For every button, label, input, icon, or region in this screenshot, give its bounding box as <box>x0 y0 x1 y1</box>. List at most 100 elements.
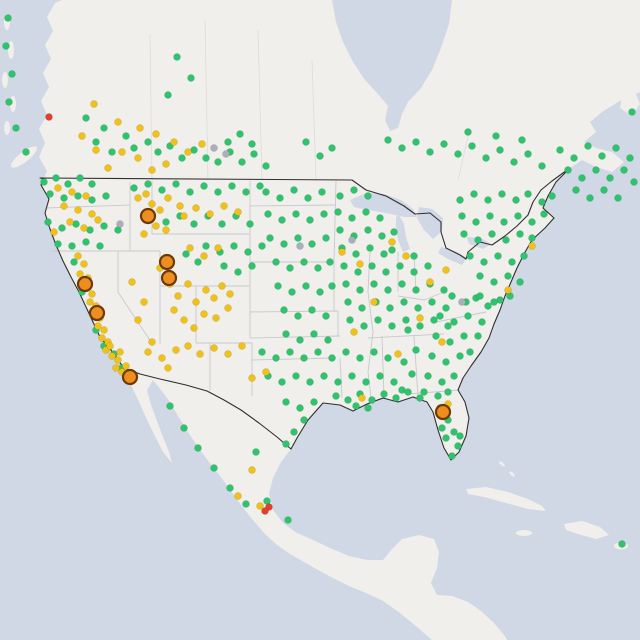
station-marker-green[interactable] <box>396 262 404 270</box>
station-marker-green[interactable] <box>352 402 360 410</box>
station-marker-yellow[interactable] <box>94 322 102 330</box>
station-marker-green[interactable] <box>264 210 272 218</box>
station-marker-yellow[interactable] <box>214 244 222 252</box>
station-marker-green[interactable] <box>444 322 452 330</box>
station-marker-green[interactable] <box>348 214 356 222</box>
station-marker-green[interactable] <box>324 336 332 344</box>
station-marker-yellow[interactable] <box>156 206 164 214</box>
station-marker-green[interactable] <box>302 282 310 290</box>
station-marker-green[interactable] <box>408 370 416 378</box>
station-marker-green[interactable] <box>508 258 516 266</box>
station-marker-green[interactable] <box>306 378 314 386</box>
station-marker-green[interactable] <box>414 304 422 312</box>
station-marker-green[interactable] <box>388 322 396 330</box>
station-marker-green[interactable] <box>538 162 546 170</box>
station-marker-yellow[interactable] <box>192 204 200 212</box>
station-marker-green[interactable] <box>272 258 280 266</box>
station-marker-green[interactable] <box>352 250 360 258</box>
station-marker-yellow[interactable] <box>66 218 74 226</box>
station-marker-green[interactable] <box>466 252 474 260</box>
station-marker-green[interactable] <box>490 278 498 286</box>
station-marker-yellow[interactable] <box>224 350 232 358</box>
station-marker-green[interactable] <box>490 298 498 306</box>
station-marker-yellow[interactable] <box>358 394 366 402</box>
station-marker-green[interactable] <box>464 128 472 136</box>
station-marker-gray[interactable] <box>116 220 124 228</box>
station-marker-green[interactable] <box>202 154 210 162</box>
station-marker-yellow[interactable] <box>256 502 264 510</box>
station-marker-orange_large[interactable] <box>76 275 94 293</box>
station-marker-green[interactable] <box>262 162 270 170</box>
station-marker-green[interactable] <box>336 192 344 200</box>
station-marker-yellow[interactable] <box>248 374 256 382</box>
station-marker-green[interactable] <box>178 154 186 162</box>
station-marker-green[interactable] <box>448 292 456 300</box>
station-marker-red[interactable] <box>45 113 53 121</box>
station-marker-yellow[interactable] <box>68 188 76 196</box>
station-marker-green[interactable] <box>518 136 526 144</box>
station-marker-yellow[interactable] <box>116 348 124 356</box>
station-marker-green[interactable] <box>154 148 162 156</box>
station-marker-green[interactable] <box>278 378 286 386</box>
station-marker-green[interactable] <box>326 258 334 266</box>
station-marker-green[interactable] <box>368 262 376 270</box>
station-marker-yellow[interactable] <box>184 148 192 156</box>
station-marker-green[interactable] <box>578 174 586 182</box>
station-marker-green[interactable] <box>400 298 408 306</box>
station-marker-yellow[interactable] <box>92 146 100 154</box>
station-marker-green[interactable] <box>404 388 412 396</box>
station-marker-green[interactable] <box>186 188 194 196</box>
station-marker-yellow[interactable] <box>238 342 246 350</box>
station-marker-green[interactable] <box>480 258 488 266</box>
station-marker-yellow[interactable] <box>128 278 136 286</box>
station-marker-yellow[interactable] <box>196 350 204 358</box>
station-marker-green[interactable] <box>442 434 450 442</box>
station-marker-gray[interactable] <box>458 298 466 306</box>
station-marker-yellow[interactable] <box>148 166 156 174</box>
station-marker-yellow[interactable] <box>212 314 220 322</box>
station-marker-yellow[interactable] <box>104 164 112 172</box>
station-marker-green[interactable] <box>286 264 294 272</box>
station-marker-green[interactable] <box>308 306 316 314</box>
station-marker-green[interactable] <box>440 286 448 294</box>
station-marker-green[interactable] <box>230 242 238 250</box>
station-marker-yellow[interactable] <box>114 118 122 126</box>
station-marker-green[interactable] <box>384 354 392 362</box>
station-marker-green[interactable] <box>130 144 138 152</box>
station-marker-green[interactable] <box>380 250 388 258</box>
station-marker-green[interactable] <box>310 398 318 406</box>
station-marker-green[interactable] <box>386 304 394 312</box>
station-marker-green[interactable] <box>320 372 328 380</box>
station-marker-green[interactable] <box>356 286 364 294</box>
station-marker-green[interactable] <box>258 242 266 250</box>
station-marker-yellow[interactable] <box>192 298 200 306</box>
station-marker-yellow[interactable] <box>88 210 96 218</box>
station-marker-green[interactable] <box>432 332 440 340</box>
station-marker-green[interactable] <box>322 234 330 242</box>
station-marker-green[interactable] <box>290 428 298 436</box>
station-marker-green[interactable] <box>376 214 384 222</box>
station-marker-gray[interactable] <box>210 144 218 152</box>
station-marker-green[interactable] <box>306 216 314 224</box>
station-marker-green[interactable] <box>628 108 636 116</box>
station-marker-yellow[interactable] <box>388 238 396 246</box>
station-marker-green[interactable] <box>374 316 382 324</box>
station-marker-green[interactable] <box>524 150 532 158</box>
station-marker-green[interactable] <box>64 180 72 188</box>
station-marker-yellow[interactable] <box>226 290 234 298</box>
station-marker-green[interactable] <box>626 154 634 162</box>
station-marker-green[interactable] <box>282 440 290 448</box>
station-marker-green[interactable] <box>102 192 110 200</box>
station-marker-green[interactable] <box>74 192 82 200</box>
station-marker-green[interactable] <box>258 348 266 356</box>
station-marker-green[interactable] <box>332 392 340 400</box>
station-marker-green[interactable] <box>54 240 62 248</box>
station-marker-yellow[interactable] <box>180 316 188 324</box>
station-marker-green[interactable] <box>424 262 432 270</box>
station-marker-green[interactable] <box>316 288 324 296</box>
station-marker-green[interactable] <box>334 378 342 386</box>
station-marker-yellow[interactable] <box>94 216 102 224</box>
station-marker-green[interactable] <box>402 316 410 324</box>
station-marker-green[interactable] <box>440 140 448 148</box>
station-marker-green[interactable] <box>244 248 252 256</box>
